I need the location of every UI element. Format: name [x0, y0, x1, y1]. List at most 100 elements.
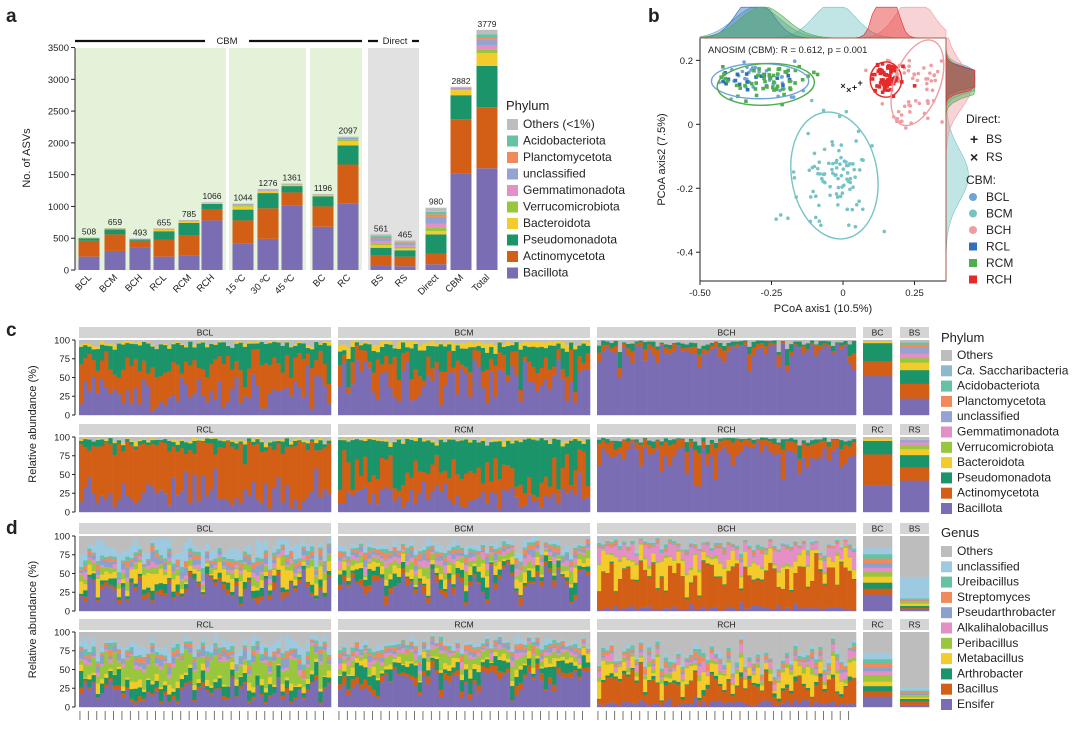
point-bcm-0	[841, 167, 846, 171]
seg-rcl-39-peribacillus	[242, 660, 248, 665]
seg-rcl-3-alkalihalobacillus	[91, 656, 97, 658]
seg-bch-34-peribacillus	[739, 575, 744, 578]
seg-bcl-43-others	[259, 340, 265, 342]
seg-bch-28-unclassified	[713, 540, 719, 544]
seg-bcm-44-bacteroidota	[522, 341, 528, 346]
seg-bcl-30-arthrobacter	[205, 566, 210, 574]
point-bcm-81	[814, 194, 818, 199]
seg-bch-22-ensifer	[688, 603, 694, 612]
seg-rcm-41-bacteroidota	[510, 441, 515, 444]
bar-45-c-bacillota	[281, 205, 303, 270]
seg-rcm-30-bacteroidota	[464, 438, 469, 440]
seg-bcm-30-bacteroidota	[464, 342, 469, 349]
point-rch-68	[886, 78, 891, 83]
seg-rch-56-pseudomonadota	[830, 438, 836, 440]
seg-bcl-2-bacteroidota	[87, 343, 92, 347]
point-rch-5	[870, 77, 875, 81]
seg-bcl-43-ensifer	[259, 600, 265, 612]
seg-bcm-43-streptomyces	[518, 566, 524, 570]
seg-bcl-54-ureibacillus	[305, 550, 311, 556]
seg-bcl-58-actinomycetota	[322, 363, 328, 386]
seg-bcl-58-pseudomonadota	[322, 342, 328, 365]
seg-rcl-1-pseudarthrobacter	[83, 657, 88, 660]
seg-bcl-20-others	[163, 536, 168, 541]
seg-bcm-20-unclassified	[422, 545, 427, 551]
seg-bcl-20-unclassified	[163, 539, 168, 559]
seg-bcl-8-actinomycetota	[112, 374, 118, 390]
seg-bcm-59-metabacillus	[585, 558, 591, 567]
seg-bcl-13-actinomycetota	[133, 358, 139, 389]
seg-rcl-28-peribacillus	[196, 657, 202, 680]
seg-bcm-56-peribacillus	[573, 563, 578, 568]
seg-bcl-57-others	[318, 536, 323, 543]
seg-rcl-43-ureibacillus	[259, 653, 265, 658]
seg-bch-15-arthrobacter	[659, 576, 665, 577]
seg-bcl-14-ureibacillus	[137, 549, 143, 553]
seg-bcm-1-others	[342, 340, 347, 345]
seg-bcm-41-ureibacillus	[510, 544, 515, 546]
point-bch-5	[933, 78, 938, 83]
seg-bcl-40-others	[247, 340, 252, 342]
seg-bcm-32-pseudomonadota	[472, 347, 477, 350]
seg-bch-47-others	[793, 340, 798, 342]
seg-bcm-1-peribacillus	[342, 559, 347, 562]
seg-rch-48-pseudomonadota	[797, 445, 802, 460]
seg-bcl-45-unclassified	[268, 556, 273, 570]
point-rcm-18	[815, 72, 820, 77]
seg-bcl-44-pseudomonadota	[263, 343, 269, 364]
seg-bcm-3-peribacillus	[350, 559, 356, 566]
seg-bch-15-pseudarthrobacter	[659, 551, 665, 553]
seg-bch-21-others	[684, 536, 690, 548]
seg-bcm-53-unclassified	[560, 549, 566, 556]
seg-bcl-15-arthrobacter	[142, 589, 147, 595]
seg-bch-46-streptomyces	[789, 546, 794, 550]
legend-label-gemmatimonadota: Gemmatimonadota	[957, 425, 1059, 439]
seg-bcl-11-actinomycetota	[125, 357, 130, 391]
seg-bch-24-streptomyces	[697, 549, 702, 551]
point-bcl-8	[740, 69, 745, 74]
seg-bch-51-ureibacillus	[810, 541, 815, 544]
seg-bcl-21-others	[167, 536, 172, 540]
seg-bcl-16-pseudarthrobacter	[146, 560, 151, 566]
seg-bch-10-ureibacillus	[638, 538, 644, 540]
seg-bcl-24-ureibacillus	[179, 566, 185, 571]
x-tick-label-cbm: CBM	[443, 272, 466, 295]
seg-bcm-25-bacteroidota	[443, 343, 448, 347]
seg-rcl-48-actinomycetota	[280, 453, 286, 503]
bar-total-pseudomonadota	[476, 65, 498, 108]
seg-rcl-30-bacillus	[205, 689, 210, 692]
legend-label-planctomycetota: Planctomycetota	[957, 394, 1046, 408]
seg-bcl-32-others	[213, 536, 218, 550]
seg-bcm-37-bacillus	[493, 582, 498, 590]
seg-rcl-46-ureibacillus	[272, 651, 277, 653]
seg-rcl-21-others	[167, 437, 172, 441]
seg-bcm-58-bacillota	[581, 368, 587, 416]
seg-bcm-53-bacillus	[560, 575, 566, 579]
seg-bcl-40-peribacillus	[247, 565, 252, 573]
seg-rcl-24-others	[179, 437, 185, 440]
seg-rcl-11-metabacillus	[125, 677, 130, 680]
seg-bch-47-actinomycetota	[793, 343, 798, 346]
seg-bch-58-ureibacillus	[839, 547, 844, 549]
seg-rch-37-others	[751, 437, 757, 440]
seg-bcl-27-pseudomonadota	[192, 347, 197, 361]
seg-rcm-32-pseudomonadota	[472, 439, 477, 474]
seg-bcl-15-pseudarthrobacter	[142, 565, 147, 568]
point-rcm-35	[775, 72, 780, 76]
seg-rcm-38-pseudomonadota	[497, 441, 503, 480]
seg-bcl-5-bacillota	[100, 379, 105, 416]
seg-rch-39-others	[759, 437, 765, 438]
seg-bch-10-streptomyces	[638, 539, 644, 541]
seg-rcm-23-bacillota	[434, 484, 440, 513]
seg-bch-41-actinomycetota	[768, 342, 773, 346]
seg-rcl-25-others	[184, 437, 189, 442]
seg-rcl-43-bacteroidota	[259, 440, 265, 443]
legend-label-legend-pseudomonadota: Pseudomonadota	[523, 233, 617, 247]
seg-bcm-20-bacillota	[422, 386, 427, 416]
bar-cbm-unclassified	[450, 87, 472, 89]
seg-rch-15-others	[659, 437, 665, 442]
seg-rcl-11-streptomyces	[125, 651, 130, 656]
seg-bcl-25-metabacillus	[184, 581, 189, 585]
seg-bcm-42-others	[514, 536, 519, 554]
seg-bcm-22-bacillota	[430, 380, 435, 416]
